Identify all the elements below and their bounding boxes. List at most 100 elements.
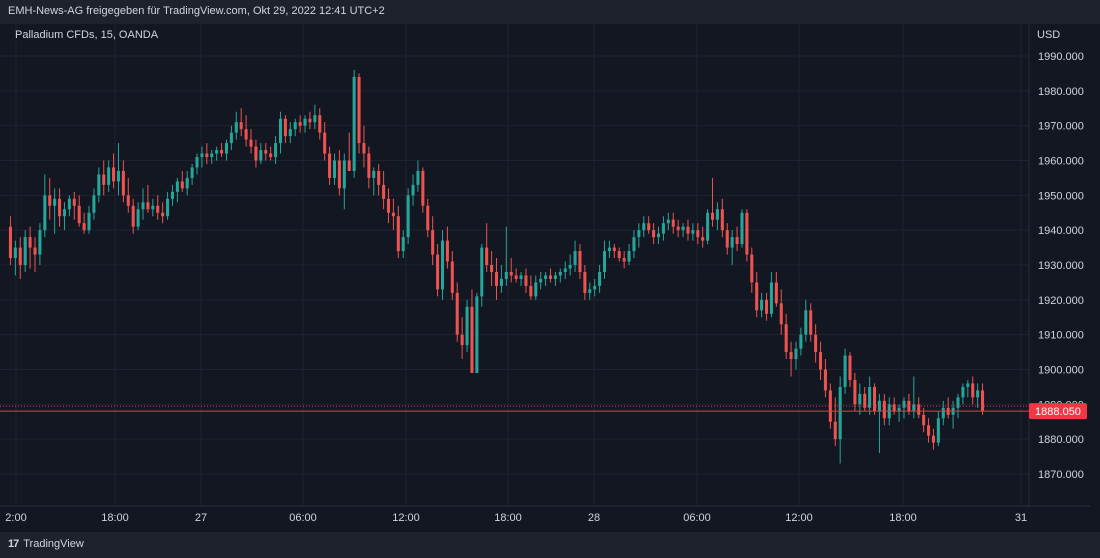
candle-body — [494, 271, 499, 286]
candle-body — [769, 282, 773, 314]
candle-body — [43, 195, 47, 231]
candle-body — [961, 386, 965, 398]
candle-body — [67, 198, 71, 210]
candle-body — [431, 230, 435, 255]
y-tick-label: 1880.000 — [1038, 434, 1084, 446]
candle-body — [544, 275, 548, 279]
candle-body — [136, 209, 140, 227]
candle-body — [956, 397, 960, 408]
y-tick-label: 1940.000 — [1038, 225, 1084, 237]
time-axis[interactable]: 2:00 18:00 27 06:00 12:00 18:00 28 06:00 12:00 18… — [5, 512, 1027, 524]
candle-body — [627, 251, 631, 262]
candle-body — [602, 251, 607, 272]
candle-body — [931, 435, 935, 443]
candle-body — [347, 160, 351, 171]
y-tick-label: 1980.000 — [1038, 86, 1084, 98]
candle-body — [858, 393, 862, 405]
candle-body — [725, 230, 729, 248]
candle-body — [573, 251, 577, 265]
candle-body — [868, 386, 872, 408]
y-tick-label: 1960.000 — [1038, 156, 1084, 168]
candle-body — [740, 212, 744, 245]
candle-body — [745, 212, 749, 255]
x-tick-label: 18:00 — [494, 512, 522, 524]
candle-body — [897, 407, 901, 412]
tradingview-logo[interactable]: 17 TradingView — [8, 538, 84, 550]
candle-body — [77, 205, 81, 224]
candle-body — [382, 184, 386, 199]
publisher-text: EMH-News-AG freigegeben für TradingView.… — [8, 5, 385, 17]
x-tick-label: 12:00 — [785, 512, 813, 524]
candle-body — [401, 237, 405, 252]
candle-body — [112, 167, 116, 182]
candle-body — [151, 205, 155, 210]
y-tick-label: 1930.000 — [1038, 260, 1084, 272]
candle-body — [224, 143, 228, 154]
candle-body — [922, 414, 926, 426]
candle-body — [671, 219, 675, 227]
candle-body — [190, 167, 194, 178]
candle-body — [264, 150, 268, 154]
candle-body — [863, 393, 867, 408]
candle-body — [244, 129, 248, 140]
candle-body — [62, 209, 66, 217]
candle-body — [352, 76, 356, 171]
candle-body — [332, 160, 337, 178]
candle-body — [48, 195, 52, 206]
x-tick-label: 27 — [195, 512, 207, 524]
candle-body — [622, 258, 626, 262]
candle-body — [612, 247, 616, 252]
candle-body — [588, 289, 592, 293]
candle-body — [936, 418, 940, 443]
candle-body — [116, 170, 120, 182]
x-tick-label: 2:00 — [5, 512, 26, 524]
y-tick-label: 1950.000 — [1038, 190, 1084, 202]
candle-body — [765, 299, 769, 314]
candle-body — [298, 122, 302, 126]
candle-body — [720, 209, 724, 231]
candle-body — [652, 230, 656, 238]
chart-area[interactable]: 1870.0001880.0001890.0001900.0001910.000… — [0, 24, 1100, 532]
candle-body — [107, 167, 111, 185]
candle-body — [210, 153, 214, 158]
x-tick-label: 18:00 — [101, 512, 129, 524]
candle-body — [892, 404, 896, 412]
candle-body — [161, 212, 165, 217]
candle-body — [126, 195, 130, 206]
candle-body — [490, 265, 494, 272]
candle-body — [637, 230, 641, 238]
candle-body — [799, 334, 803, 349]
candle-body — [278, 118, 283, 144]
candle-body — [58, 198, 62, 217]
candle-body — [828, 390, 832, 422]
y-tick-label: 1870.000 — [1038, 469, 1084, 481]
candle-body — [372, 170, 376, 178]
x-tick-label: 06:00 — [683, 512, 711, 524]
candle-body — [460, 334, 464, 346]
candle-body — [391, 212, 395, 217]
candle-body — [686, 226, 690, 234]
candle-body — [509, 271, 513, 276]
candle-body — [927, 425, 931, 436]
candle-body — [436, 254, 440, 290]
candle-body — [966, 383, 970, 387]
candle-body — [529, 285, 533, 297]
candle-body — [598, 271, 602, 286]
candle-body — [313, 115, 317, 123]
candle-body — [917, 404, 921, 415]
candle-body — [97, 174, 101, 196]
last-price-badge — [1029, 403, 1087, 420]
candle-body — [848, 355, 852, 380]
candle-body — [710, 212, 715, 220]
y-tick-label: 1920.000 — [1038, 295, 1084, 307]
candle-body — [976, 390, 980, 398]
candle-body — [912, 404, 916, 412]
candle-body — [755, 282, 759, 311]
candle-body — [563, 268, 567, 272]
candle-body — [819, 352, 823, 370]
y-tick-label: 1990.000 — [1038, 51, 1084, 63]
candle-body — [342, 160, 346, 189]
candle-body — [823, 369, 827, 391]
price-chart[interactable]: 1870.0001880.0001890.0001900.0001910.000… — [0, 24, 1100, 532]
candle-body — [166, 198, 170, 217]
